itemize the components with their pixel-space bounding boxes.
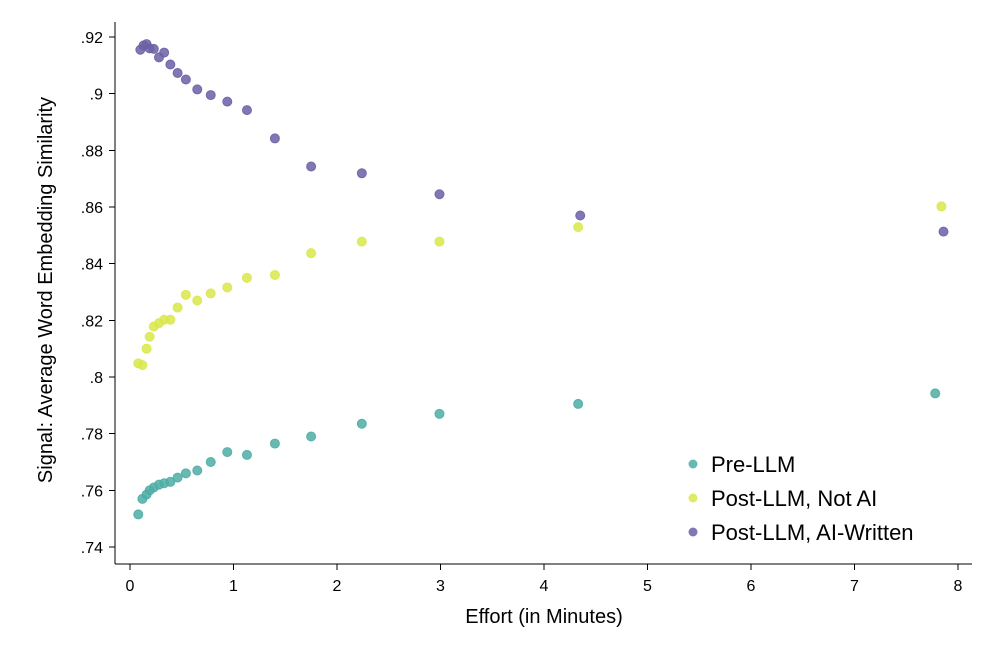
point-post-llm-ai-written <box>938 226 949 237</box>
point-post-llm-not-ai <box>306 248 317 259</box>
y-tick-label: .82 <box>81 313 103 330</box>
y-tick-label: .88 <box>81 143 103 160</box>
point-pre-llm <box>180 468 191 479</box>
point-post-llm-not-ai <box>165 314 176 325</box>
point-post-llm-not-ai <box>434 236 445 247</box>
y-tick-label: .86 <box>81 200 103 217</box>
point-pre-llm <box>269 438 280 449</box>
x-tick-label: 1 <box>229 578 238 595</box>
point-post-llm-not-ai <box>192 295 203 306</box>
y-tick-label: .9 <box>90 87 103 104</box>
point-pre-llm <box>573 398 584 409</box>
point-post-llm-not-ai <box>205 288 216 299</box>
point-pre-llm <box>222 447 233 458</box>
x-tick-label: 8 <box>954 578 963 595</box>
point-pre-llm <box>133 509 144 520</box>
data-points <box>133 39 949 520</box>
x-tick-label: 3 <box>436 578 445 595</box>
point-post-llm-not-ai <box>222 282 233 293</box>
point-post-llm-not-ai <box>241 272 252 283</box>
y-tick-label: .76 <box>81 483 103 500</box>
y-axis: .74 .76 .78 .8 .82 .84 .86 .88 .9 .92 <box>81 22 116 564</box>
legend: Pre-LLM Post-LLM, Not AI Post-LLM, AI-Writ… <box>688 452 914 545</box>
x-tick-label: 0 <box>126 578 135 595</box>
x-axis-title: Effort (in Minutes) <box>465 606 622 628</box>
point-post-llm-ai-written <box>180 74 191 85</box>
point-post-llm-ai-written <box>356 168 367 179</box>
point-pre-llm <box>930 388 941 399</box>
point-post-llm-not-ai <box>356 236 367 247</box>
y-tick-label: .84 <box>81 257 103 274</box>
legend-label-post-llm-not-ai: Post-LLM, Not AI <box>711 486 877 511</box>
x-tick-label: 2 <box>333 578 342 595</box>
point-post-llm-ai-written <box>434 189 445 200</box>
point-post-llm-ai-written <box>172 67 183 78</box>
x-tick-label: 7 <box>850 578 859 595</box>
point-post-llm-ai-written <box>575 210 586 221</box>
y-tick-label: .92 <box>81 30 103 47</box>
legend-label-post-llm-ai-written: Post-LLM, AI-Written <box>711 520 914 545</box>
point-post-llm-ai-written <box>192 84 203 95</box>
y-tick-label: .74 <box>81 540 103 557</box>
x-axis: 0 1 2 3 4 5 6 7 8 <box>115 563 972 595</box>
x-tick-label: 6 <box>747 578 756 595</box>
legend-marker-post-llm-ai-written <box>688 527 698 537</box>
point-post-llm-not-ai <box>269 270 280 280</box>
x-tick-label: 5 <box>643 578 652 595</box>
point-post-llm-ai-written <box>222 96 233 107</box>
point-post-llm-ai-written <box>148 43 159 54</box>
point-pre-llm <box>205 457 216 467</box>
point-pre-llm <box>306 431 317 442</box>
point-pre-llm <box>434 408 445 419</box>
point-pre-llm <box>192 465 203 476</box>
point-post-llm-not-ai <box>936 201 947 212</box>
point-post-llm-not-ai <box>137 360 148 371</box>
point-pre-llm <box>172 472 183 483</box>
y-tick-label: .78 <box>81 427 103 444</box>
point-post-llm-ai-written <box>165 59 176 70</box>
point-post-llm-not-ai <box>144 331 155 342</box>
y-tick-label: .8 <box>90 370 103 387</box>
point-post-llm-not-ai <box>180 289 191 300</box>
legend-marker-pre-llm <box>688 459 698 469</box>
point-post-llm-ai-written <box>306 161 317 172</box>
point-pre-llm <box>241 449 252 460</box>
point-pre-llm <box>356 418 367 429</box>
legend-marker-post-llm-not-ai <box>688 493 698 503</box>
x-tick-label: 4 <box>540 578 549 595</box>
point-post-llm-ai-written <box>205 90 216 101</box>
point-post-llm-not-ai <box>573 222 584 233</box>
y-axis-title: Signal: Average Word Embedding Similarit… <box>35 97 57 483</box>
point-post-llm-ai-written <box>269 133 280 144</box>
point-post-llm-ai-written <box>241 105 252 116</box>
point-post-llm-not-ai <box>141 343 152 354</box>
point-post-llm-ai-written <box>159 47 170 58</box>
point-post-llm-not-ai <box>172 302 183 313</box>
legend-label-pre-llm: Pre-LLM <box>711 452 795 477</box>
point-pre-llm <box>165 476 176 487</box>
